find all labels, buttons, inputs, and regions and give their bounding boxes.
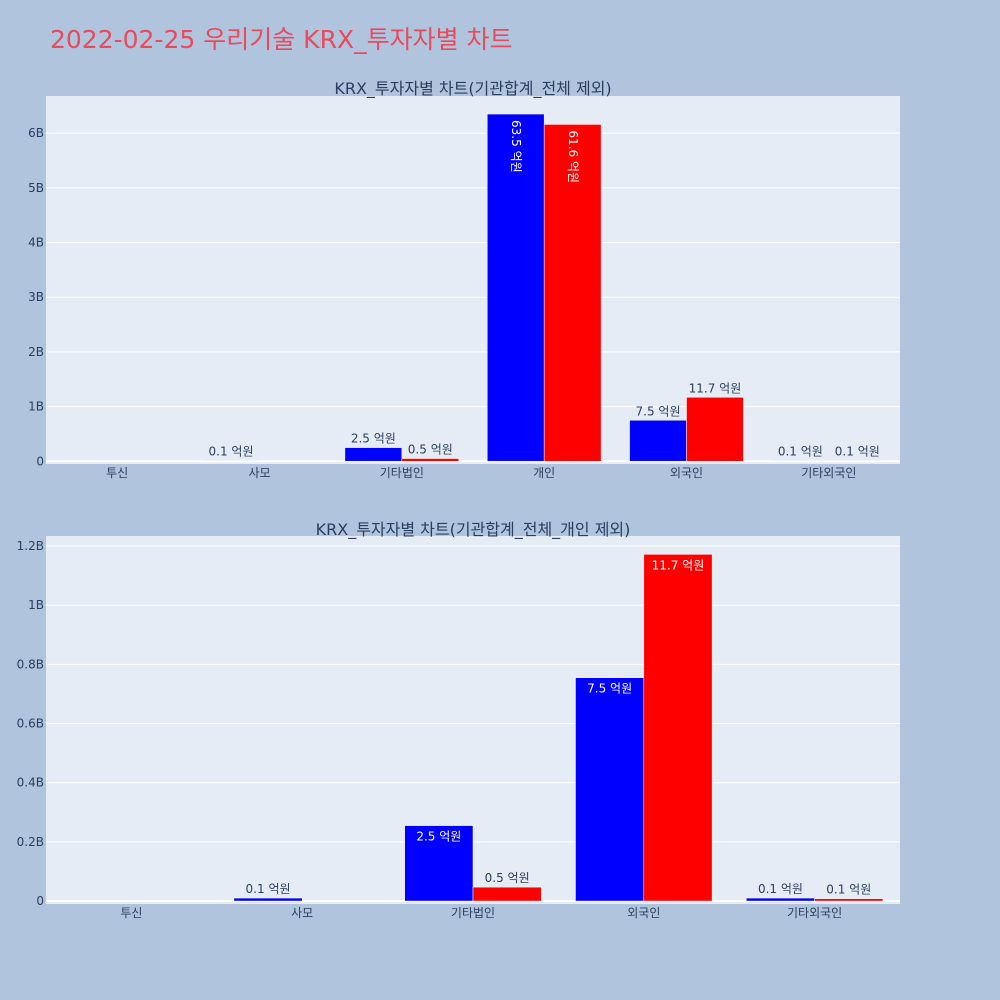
y-tick-label: 0.6B: [17, 717, 44, 731]
bar-label: 11.7 억원: [652, 558, 705, 572]
page-title: 2022-02-25 우리기술 KRX_투자자별 차트: [50, 25, 513, 54]
y-tick-label: 0: [36, 454, 44, 468]
bar-label: 7.5 억원: [636, 404, 681, 418]
bar: [629, 420, 687, 462]
y-tick-label: 0.4B: [17, 776, 44, 790]
y-tick-label: 1B: [28, 400, 44, 414]
y-tick-label: 0.8B: [17, 657, 44, 671]
bar: [543, 124, 602, 462]
bar: [686, 397, 744, 462]
x-tick-label: 사모: [291, 906, 313, 920]
bar-label: 0.5 억원: [485, 871, 530, 885]
bar: [771, 460, 830, 462]
bar: [814, 898, 884, 902]
bar: [486, 113, 545, 462]
x-tick-label: 사모: [248, 466, 270, 480]
x-tick-label: 외국인: [670, 466, 703, 480]
x-tick-label: 개인: [533, 466, 555, 480]
bar-label: 0.5 억원: [408, 443, 453, 457]
bar-label: 0.1 억원: [246, 882, 291, 896]
y-tick-label: 5B: [28, 181, 44, 195]
bar-label: 11.7 억원: [689, 381, 742, 395]
bar: [344, 447, 403, 462]
x-tick-label: 투신: [120, 906, 142, 920]
y-tick-label: 3B: [28, 290, 44, 304]
x-tick-label: 기타법인: [380, 466, 424, 480]
x-tick-label: 기타외국인: [801, 466, 856, 480]
chart-1: 0 1B 2B 3B 4B 5B 6B KRX_투자자별 차트(기관합계_전체 제외) 투신 사모…: [28, 79, 900, 480]
bar: [575, 677, 645, 902]
bar-label: 0.1 억원: [835, 445, 880, 459]
bar: [401, 458, 460, 462]
bar-label: 0.1 억원: [209, 445, 254, 459]
bar: [404, 825, 474, 902]
chart-2: 0 0.2B 0.4B 0.6B 0.8B 1B 1.2B KRX_투자자별 차트(기관합계_…: [17, 520, 900, 920]
x-tick-label: 기타법인: [451, 906, 495, 920]
bar-label: 63.5 억원: [509, 120, 523, 173]
chart-title: KRX_투자자별 차트(기관합계_전체_개인 제외): [316, 520, 631, 540]
y-tick-label: 4B: [28, 236, 44, 250]
bar: [828, 460, 887, 462]
bar-label: 61.6 억원: [566, 130, 580, 183]
bar: [233, 897, 303, 902]
bar-label: 0.1 억원: [826, 883, 871, 897]
x-tick-label: 외국인: [627, 906, 660, 920]
y-tick-label: 1.2B: [17, 539, 44, 553]
bar: [643, 554, 713, 902]
x-tick-label: 투신: [106, 466, 128, 480]
bar: [472, 886, 542, 902]
y-tick-label: 2B: [28, 345, 44, 359]
y-tick-label: 1B: [28, 598, 44, 612]
x-tick-label: 기타외국인: [787, 906, 842, 920]
chart-title: KRX_투자자별 차트(기관합계_전체 제외): [334, 79, 611, 99]
bar: [746, 897, 815, 902]
y-tick-label: 6B: [28, 126, 44, 140]
bar-label: 2.5 억원: [416, 830, 461, 844]
bar-label: 0.1 억원: [778, 445, 823, 459]
bar-label: 7.5 억원: [587, 682, 632, 696]
y-tick-label: 0: [36, 894, 44, 908]
bar-label: 2.5 억원: [351, 432, 396, 446]
y-tick-label: 0.2B: [17, 835, 44, 849]
plot-area: [46, 96, 900, 464]
bar-label: 0.1 억원: [758, 882, 803, 896]
bar: [202, 460, 260, 462]
